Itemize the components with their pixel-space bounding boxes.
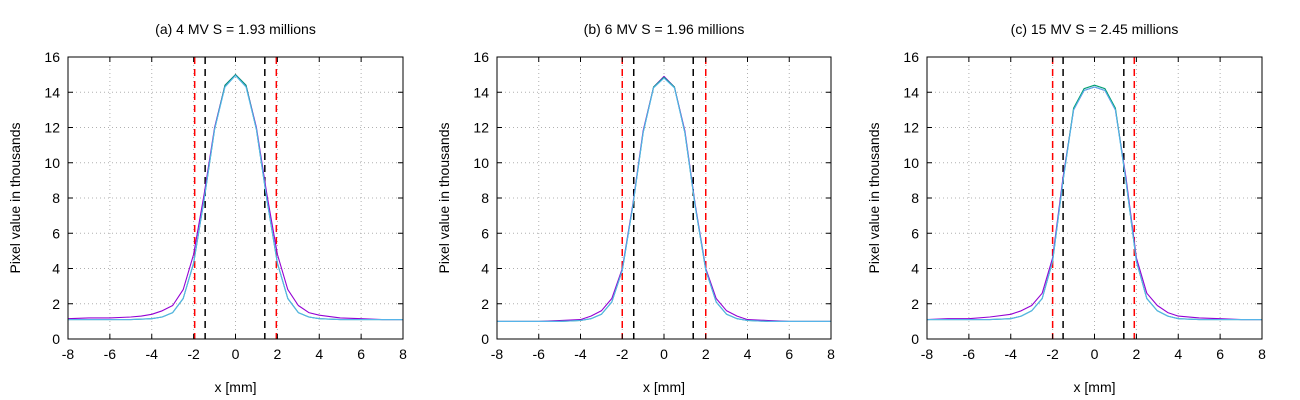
y-tick-label: 0 [52,331,60,347]
x-tick-label: -2 [187,346,200,362]
x-tick-label: 2 [702,346,710,362]
x-tick-label: 0 [660,346,668,362]
y-tick-label: 12 [903,120,919,136]
x-tick-label: -6 [963,346,976,362]
x-tick-label: -6 [533,346,546,362]
chart-panel-0: -8 -6 -4 -2 0 2 4 6 8 0 2 4 6 8 10 12 14 16 (a) 4 MV S = 1… [7,21,407,395]
x-tick-label: 8 [827,346,835,362]
y-tick-label: 2 [481,296,489,312]
y-tick-label: 10 [473,155,489,171]
x-tick-label: 4 [1174,346,1182,362]
x-tick-label: 6 [785,346,793,362]
y-tick-label: 14 [473,84,489,100]
y-tick-label: 10 [903,155,919,171]
y-tick-label: 6 [52,225,60,241]
series-line [68,74,403,321]
y-tick-label: 0 [911,331,919,347]
x-tick-label: 0 [232,346,240,362]
y-axis-label: Pixel value in thousands [7,123,23,274]
y-tick-label: 2 [911,296,919,312]
y-tick-label: 2 [52,296,60,312]
y-tick-label: 16 [473,49,489,65]
y-tick-label: 14 [903,84,919,100]
x-axis-label: x [mm] [643,379,685,395]
y-tick-label: 12 [44,120,60,136]
x-tick-label: 8 [399,346,407,362]
x-axis-label: x [mm] [1074,379,1116,395]
series-line [927,84,1262,321]
y-tick-label: 0 [481,331,489,347]
y-tick-label: 10 [44,155,60,171]
plot-frame [496,56,832,340]
chart-title: (c) 15 MV S = 2.45 millions [1011,21,1179,37]
x-tick-label: 4 [315,346,323,362]
series-line [497,75,831,322]
x-tick-label: -4 [146,346,159,362]
y-tick-label: 8 [911,190,919,206]
y-axis-label: Pixel value in thousands [436,123,452,274]
x-tick-label: -8 [62,346,75,362]
x-tick-label: 2 [273,346,281,362]
x-tick-label: 4 [744,346,752,362]
series-line [927,86,1262,321]
y-tick-label: 4 [52,261,60,277]
y-tick-label: 4 [911,261,919,277]
x-tick-label: -2 [1046,346,1059,362]
y-tick-label: 8 [52,190,60,206]
chart-panel-2: -8 -6 -4 -2 0 2 4 6 8 0 2 4 6 8 10 12 14 16 (c) 15 MV S = … [866,21,1266,395]
x-tick-label: 6 [1216,346,1224,362]
y-tick-label: 6 [911,225,919,241]
x-tick-label: -8 [921,346,934,362]
x-tick-label: -4 [574,346,587,362]
x-tick-label: -8 [491,346,504,362]
y-tick-label: 14 [44,84,60,100]
chart-title: (b) 6 MV S = 1.96 millions [584,21,745,37]
x-tick-label: 6 [357,346,365,362]
x-axis-label: x [mm] [215,379,257,395]
x-tick-label: -4 [1005,346,1018,362]
chart-title: (a) 4 MV S = 1.93 millions [155,21,316,37]
y-axis-label: Pixel value in thousands [866,123,882,274]
y-tick-label: 16 [44,49,60,65]
x-tick-label: -2 [616,346,629,362]
y-tick-label: 16 [903,49,919,65]
x-tick-label: 8 [1258,346,1266,362]
y-tick-label: 12 [473,120,489,136]
x-tick-label: -6 [104,346,117,362]
y-tick-label: 6 [481,225,489,241]
series-line [497,77,831,322]
chart-panel-1: -8 -6 -4 -2 0 2 4 6 8 0 2 4 6 8 10 12 14 16 (b) 6 MV S = 1… [436,21,835,395]
x-tick-label: 0 [1091,346,1099,362]
y-tick-label: 8 [481,190,489,206]
y-tick-label: 4 [481,261,489,277]
x-tick-label: 2 [1132,346,1140,362]
